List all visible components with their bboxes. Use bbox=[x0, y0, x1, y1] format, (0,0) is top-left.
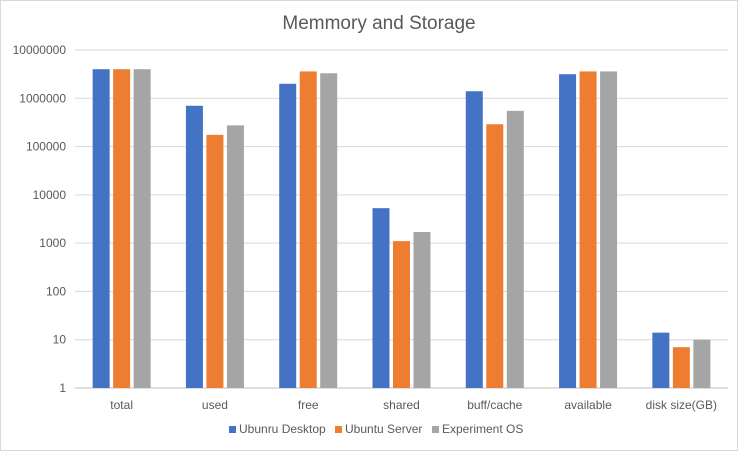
bar bbox=[113, 69, 131, 389]
x-category-label: used bbox=[202, 398, 228, 412]
chart-title: Memmory and Storage bbox=[282, 13, 475, 34]
bar bbox=[652, 332, 670, 388]
legend-label: Ubunru Desktop bbox=[239, 422, 326, 436]
legend-swatch bbox=[229, 426, 236, 433]
bar bbox=[486, 124, 504, 389]
bar bbox=[559, 74, 577, 389]
bar bbox=[92, 69, 110, 389]
legend-swatch bbox=[335, 426, 342, 433]
y-tick-label: 10000000 bbox=[13, 43, 67, 57]
bar bbox=[279, 83, 297, 388]
bar bbox=[465, 91, 483, 388]
y-tick-label: 100 bbox=[46, 284, 66, 298]
bar bbox=[320, 73, 338, 388]
y-tick-label: 100000 bbox=[26, 140, 66, 154]
legend: Ubunru Desktop Ubuntu Server Experiment OS bbox=[229, 422, 523, 436]
legend-label: Ubuntu Server bbox=[345, 422, 422, 436]
bar bbox=[579, 71, 597, 388]
x-category-label: total bbox=[110, 398, 133, 412]
y-tick-label: 10 bbox=[53, 333, 67, 347]
y-axis-ticks: 1 10 100 1000 10000 100000 1000000 10000000 bbox=[13, 43, 67, 395]
legend-swatch bbox=[432, 426, 439, 433]
x-category-label: buff/cache bbox=[467, 398, 522, 412]
legend-label: Experiment OS bbox=[442, 422, 523, 436]
x-category-label: available bbox=[564, 398, 612, 412]
bar bbox=[506, 110, 524, 389]
bar bbox=[185, 105, 203, 389]
bar bbox=[299, 71, 317, 388]
y-tick-label: 1000 bbox=[39, 236, 66, 250]
bar bbox=[693, 339, 711, 388]
bar bbox=[413, 232, 431, 388]
bars bbox=[92, 69, 711, 389]
x-category-label: free bbox=[298, 398, 319, 412]
x-axis-categories: total used free shared buff/cache available di… bbox=[110, 398, 717, 412]
y-tick-label: 1 bbox=[59, 381, 66, 395]
bar bbox=[393, 241, 410, 388]
bar bbox=[672, 347, 690, 388]
x-category-label: shared bbox=[383, 398, 420, 412]
y-tick-label: 10000 bbox=[33, 188, 67, 202]
bar bbox=[226, 125, 244, 388]
bar bbox=[133, 69, 151, 389]
bar bbox=[206, 134, 224, 388]
y-tick-label: 1000000 bbox=[19, 91, 66, 105]
x-category-label: disk size(GB) bbox=[646, 398, 717, 412]
bar bbox=[372, 208, 390, 388]
bar bbox=[600, 71, 618, 388]
